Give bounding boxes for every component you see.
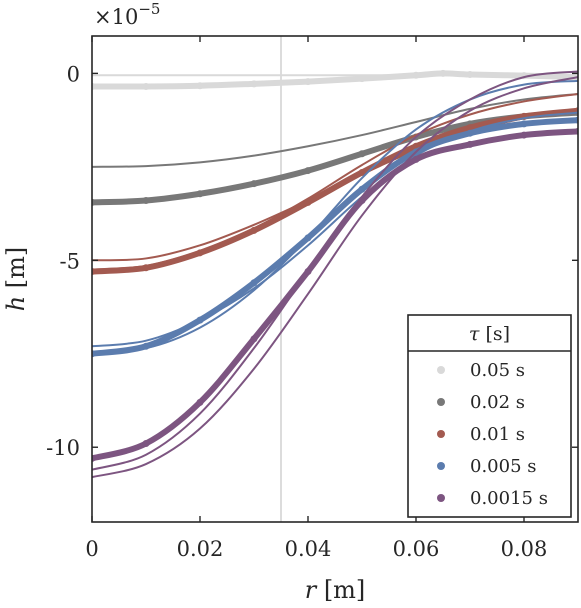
y-axis-label: h [m]	[2, 247, 30, 312]
x-axis-var: r	[305, 576, 324, 604]
legend-title-unit: [s]	[485, 323, 510, 345]
data-point-2-2	[196, 249, 204, 257]
marker-trace-4	[92, 128, 578, 462]
data-point-4-3	[250, 335, 258, 343]
series-0	[92, 69, 578, 90]
data-point-1-0	[92, 198, 96, 206]
y-multiplier: ×10−5	[94, 0, 160, 29]
legend-marker-3	[437, 462, 445, 470]
data-point-4-1	[142, 439, 150, 447]
legend-title: τ [s]	[469, 323, 510, 345]
data-point-2-7	[466, 124, 474, 132]
legend-marker-4	[437, 494, 445, 502]
data-point-0-8	[466, 71, 474, 79]
data-point-3-0	[92, 350, 96, 358]
data-point-4-5	[358, 196, 366, 204]
x-axis-label: r [m]	[305, 576, 366, 604]
x-tick-label: 0.04	[285, 537, 332, 561]
marker-trace-2	[92, 107, 578, 275]
y-axis-var: h	[2, 288, 30, 311]
y-tick-label: -10	[46, 436, 80, 460]
y-axis-unit: [m]	[2, 247, 30, 288]
fit-line-4-1	[92, 76, 578, 479]
data-point-4-2	[196, 398, 204, 406]
x-tick-label: 0.02	[177, 537, 224, 561]
legend-label-0: 0.05 s	[470, 360, 525, 381]
data-point-0-6	[412, 71, 420, 79]
plot-area	[92, 36, 578, 522]
data-point-0-4	[304, 78, 312, 86]
legend-box	[407, 314, 572, 518]
data-point-1-5	[358, 150, 366, 158]
legend-label-4: 0.0015 s	[470, 488, 548, 509]
data-point-2-1	[142, 264, 150, 272]
legend-title-var: τ	[469, 323, 486, 345]
x-axis-unit: [m]	[324, 576, 365, 604]
x-tick-label: 0	[85, 537, 98, 561]
data-point-4-9	[574, 127, 578, 135]
data-point-3-3	[250, 279, 258, 287]
data-point-3-7	[466, 129, 474, 137]
legend-label-2: 0.01 s	[470, 424, 525, 445]
data-point-0-0	[92, 82, 96, 90]
legend-marker-0	[437, 366, 445, 374]
x-tick-label: 0.06	[393, 537, 440, 561]
series-3	[92, 79, 578, 358]
fit-line-1-0	[92, 92, 578, 168]
data-point-4-8	[520, 131, 528, 139]
legend-marker-2	[437, 430, 445, 438]
axes-frame	[91, 35, 579, 523]
data-point-0-5	[358, 75, 366, 83]
x-tick-label: 0.08	[501, 537, 548, 561]
y-tick-label: -5	[60, 249, 80, 273]
legend: τ [s] 0.05 s 0.02 s 0.01 s 0.005 s 0.0015 s	[407, 314, 572, 518]
fit-line-3-1	[92, 79, 578, 353]
data-point-1-4	[304, 167, 312, 175]
data-point-2-3	[250, 226, 258, 234]
data-point-3-9	[574, 116, 578, 124]
data-point-0-1	[142, 82, 150, 90]
data-point-4-0	[92, 454, 96, 462]
y-tick-label: 0	[67, 62, 80, 86]
legend-marker-1	[437, 398, 445, 406]
series-4	[92, 70, 578, 479]
data-point-1-2	[196, 190, 204, 198]
plot-content	[92, 36, 578, 522]
data-point-4-4	[304, 268, 312, 276]
y-multiplier-exponent: −5	[138, 0, 160, 18]
data-point-1-3	[250, 180, 258, 188]
data-point-4-6	[412, 155, 420, 163]
data-point-0-3	[250, 80, 258, 88]
data-point-2-0	[92, 268, 96, 276]
data-point-2-5	[358, 168, 366, 176]
data-point-3-1	[142, 342, 150, 350]
marker-trace-3	[92, 117, 578, 357]
data-point-4-7	[466, 140, 474, 148]
legend-label-1: 0.02 s	[470, 392, 525, 413]
data-point-3-4	[304, 234, 312, 242]
legend-label-3: 0.005 s	[470, 456, 537, 477]
data-point-0-2	[196, 82, 204, 90]
data-point-2-4	[304, 198, 312, 206]
data-point-0-7	[439, 69, 447, 77]
data-point-3-5	[358, 185, 366, 193]
data-point-1-1	[142, 196, 150, 204]
data-point-3-2	[196, 316, 204, 324]
data-point-3-8	[520, 120, 528, 128]
